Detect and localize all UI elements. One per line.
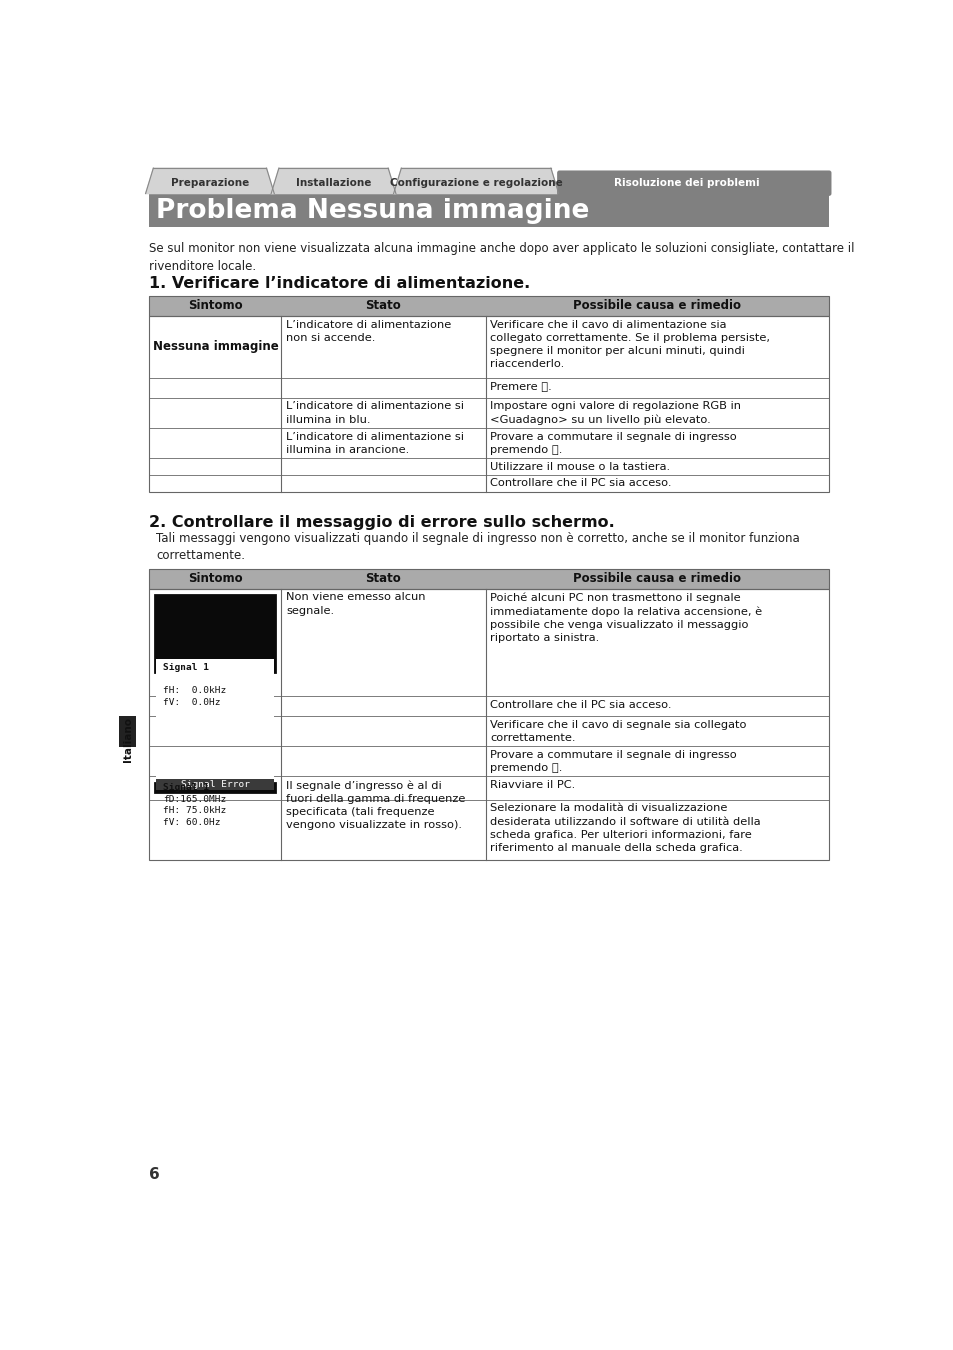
Text: 6: 6 [149,1168,159,1183]
Polygon shape [394,169,558,193]
Text: Possibile causa e rimedio: Possibile causa e rimedio [573,572,740,585]
Bar [149,296,828,316]
Text: fH:  0.0kHz: fH: 0.0kHz [162,686,226,695]
Text: Impostare ogni valore di regolazione RGB in
<Guadagno> su un livello più elevato: Impostare ogni valore di regolazione RGB… [490,401,740,425]
Text: fD:165.0MHz: fD:165.0MHz [162,795,226,805]
Text: 1. Verificare l’indicatore di alimentazione.: 1. Verificare l’indicatore di alimentazi… [149,275,530,292]
Text: Signal Error: Signal Error [180,780,250,788]
Text: Signal 1: Signal 1 [162,783,209,792]
Polygon shape [146,169,274,193]
Text: Sintomo: Sintomo [188,300,242,312]
Text: Se sul monitor non viene visualizzata alcuna immagine anche dopo aver applicato : Se sul monitor non viene visualizzata al… [149,242,853,273]
Text: Il segnale d’ingresso è al di
fuori della gamma di frequenze
specificata (tali f: Il segnale d’ingresso è al di fuori dell… [286,780,465,830]
Bar [149,568,828,589]
Text: Controllare che il PC sia acceso.: Controllare che il PC sia acceso. [490,478,671,489]
Text: L’indicatore di alimentazione
non si accende.: L’indicatore di alimentazione non si acc… [286,320,451,343]
Text: Stato: Stato [365,300,401,312]
Bar [149,589,828,860]
Text: Controllare che il PC sia acceso.: Controllare che il PC sia acceso. [490,701,671,710]
FancyBboxPatch shape [557,170,831,196]
Bar [149,316,828,491]
Text: Provare a commutare il segnale di ingresso
premendo Ⓢ.: Provare a commutare il segnale di ingres… [490,749,736,772]
Text: Verificare che il cavo di segnale sia collegato
correttamente.: Verificare che il cavo di segnale sia co… [490,721,746,744]
Bar [156,774,274,779]
Text: Preparazione: Preparazione [171,178,249,188]
Text: Problema Nessuna immagine: Problema Nessuna immagine [156,197,589,224]
Text: Riavviare il PC.: Riavviare il PC. [490,780,575,790]
Text: Poiché alcuni PC non trasmettono il segnale
immediatamente dopo la relativa acce: Poiché alcuni PC non trasmettono il segn… [490,593,761,643]
Text: Italiano: Italiano [123,717,132,761]
Bar [156,659,274,670]
Text: Sintomo: Sintomo [188,572,242,585]
Text: fV:  0.0Hz: fV: 0.0Hz [162,698,220,707]
Text: Selezionare la modalità di visualizzazione
desiderata utilizzando il software di: Selezionare la modalità di visualizzazio… [490,803,760,853]
Bar [154,783,274,792]
Text: Verificare che il cavo di alimentazione sia
collegato correttamente. Se il probl: Verificare che il cavo di alimentazione … [490,320,769,370]
Bar [156,779,274,790]
Text: Risoluzione dei problemi: Risoluzione dei problemi [613,178,759,188]
Text: Utilizzare il mouse o la tastiera.: Utilizzare il mouse o la tastiera. [490,462,670,471]
Bar [156,659,274,721]
Bar [149,296,828,316]
Text: fV: 60.0Hz: fV: 60.0Hz [162,818,220,828]
Polygon shape [558,173,828,193]
Polygon shape [271,169,395,193]
Text: Stato: Stato [365,572,401,585]
Bar [149,568,828,589]
Text: Non viene emesso alcun
segnale.: Non viene emesso alcun segnale. [286,593,425,616]
Text: L’indicatore di alimentazione si
illumina in blu.: L’indicatore di alimentazione si illumin… [286,401,463,425]
Text: fH: 75.0kHz: fH: 75.0kHz [162,806,226,815]
Text: Possibile causa e rimedio: Possibile causa e rimedio [573,300,740,312]
Bar [154,595,274,672]
Text: Signal 1: Signal 1 [162,663,209,672]
Text: Signal Check: Signal Check [180,660,250,670]
Bar [149,194,828,227]
Text: 2. Controllare il messaggio di errore sullo schermo.: 2. Controllare il messaggio di errore su… [149,514,614,529]
Text: Provare a commutare il segnale di ingresso
premendo Ⓢ.: Provare a commutare il segnale di ingres… [490,432,736,455]
Text: Tali messaggi vengono visualizzati quando il segnale di ingresso non è corretto,: Tali messaggi vengono visualizzati quand… [156,532,800,562]
Text: Nessuna immagine: Nessuna immagine [153,340,279,354]
Text: Installazione: Installazione [295,178,371,188]
Text: Premere ⓕ.: Premere ⓕ. [490,382,552,391]
Text: Configurazione e regolazione: Configurazione e regolazione [390,178,562,188]
Bar [119,717,136,747]
Text: L’indicatore di alimentazione si
illumina in arancione.: L’indicatore di alimentazione si illumin… [286,432,463,455]
